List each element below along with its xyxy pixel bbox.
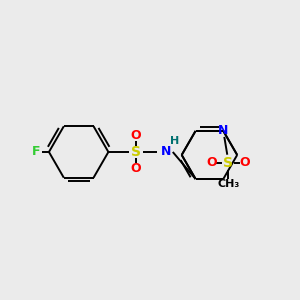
Text: O: O <box>131 129 141 142</box>
Text: CH₃: CH₃ <box>217 179 239 189</box>
Text: S: S <box>131 145 141 159</box>
Text: H: H <box>170 136 179 146</box>
Text: N: N <box>218 124 229 137</box>
Text: S: S <box>223 156 233 170</box>
Text: F: F <box>32 146 40 158</box>
Text: O: O <box>206 156 217 169</box>
Text: N: N <box>161 146 171 158</box>
Text: O: O <box>131 162 141 175</box>
Text: O: O <box>240 156 250 169</box>
